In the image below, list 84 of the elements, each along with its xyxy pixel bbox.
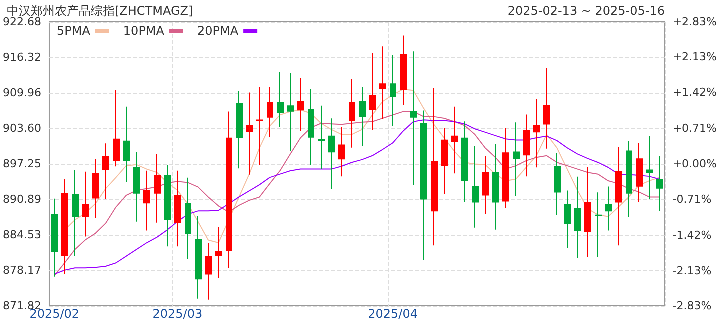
candlestick [543, 68, 550, 150]
legend-label: 20PMA [197, 24, 240, 38]
candlestick [492, 144, 499, 230]
candlestick [359, 86, 366, 147]
candlestick [318, 105, 325, 170]
candlestick [51, 198, 58, 278]
candlestick [154, 154, 161, 224]
candlestick [369, 53, 376, 131]
candlestick [482, 156, 489, 215]
candlestick [461, 121, 468, 203]
candlestick [656, 156, 663, 212]
y-tick-label: 884.53 [2, 228, 42, 242]
candlestick [185, 177, 191, 260]
candlestick [328, 118, 335, 190]
candlestick [277, 72, 284, 128]
y-tick-label: 903.60 [2, 122, 42, 136]
candlestick [379, 46, 386, 120]
candlestick [523, 114, 530, 178]
candlestick [646, 136, 653, 200]
candlestick [195, 216, 202, 300]
candlestick [584, 166, 591, 258]
y2-tick-label: +0.00% [672, 158, 718, 170]
candlestick [513, 122, 520, 197]
y2-tick-label: +1.42% [672, 86, 718, 100]
candlestick [287, 72, 294, 152]
candlestick [246, 92, 253, 176]
y2-tick-label: -2.83% [672, 300, 712, 312]
candlestick [420, 110, 427, 261]
y-tick-label: 909.96 [2, 86, 42, 100]
candlestick [472, 146, 479, 228]
candlestick [533, 98, 540, 168]
candlestick [451, 106, 458, 174]
candlestick [164, 164, 171, 248]
candlestick [605, 186, 612, 232]
candlestick [554, 152, 561, 216]
candlestick [61, 178, 68, 276]
candlestick [236, 90, 243, 170]
candlestick [72, 170, 79, 257]
candlestick [256, 86, 263, 166]
candlestick [564, 190, 571, 250]
candlestick [400, 35, 407, 106]
candlestick [502, 128, 509, 209]
candlestick [297, 78, 304, 132]
x-tick-label: 2025/04 [368, 307, 418, 320]
candlestick [636, 142, 643, 203]
y2-tick-label: -2.13% [672, 264, 712, 278]
candlestick [92, 158, 99, 218]
candlestick [349, 78, 355, 148]
chart-title: 中汉郑州农产品综指[ZHCTMAGZ] [7, 4, 194, 18]
candlestick [308, 88, 314, 166]
y-tick-label: 890.89 [2, 193, 42, 206]
candlestick [267, 86, 273, 138]
candlestick [82, 171, 89, 238]
candlestick [133, 152, 140, 222]
y-tick-label: 916.32 [2, 51, 42, 64]
candlestick [410, 51, 417, 186]
legend-label: 10PMA [123, 24, 166, 38]
candlestick [226, 111, 232, 269]
y-tick-label: 878.17 [2, 264, 42, 278]
candlestick [143, 170, 150, 232]
candlestick [441, 128, 448, 195]
candlestick [113, 90, 120, 168]
candlestick [338, 127, 345, 178]
y2-tick-label: +2.83% [672, 16, 718, 28]
candlestick [390, 55, 396, 127]
chart-subtitle: 2025-02-13 ~ 2025-05-16 [508, 4, 666, 18]
candlestick [431, 88, 438, 246]
y2-tick-label: -1.42% [672, 228, 712, 242]
candlestick [123, 106, 130, 183]
candlestick [102, 143, 109, 200]
candlestick [595, 192, 602, 258]
candlestick [215, 226, 222, 279]
candlestick [615, 146, 622, 246]
candlestick [626, 140, 632, 218]
x-tick-label: 2025/03 [152, 307, 203, 320]
y2-tick-label: +2.13% [672, 50, 718, 64]
y2-tick-label: -0.71% [672, 193, 712, 206]
candlestick [205, 242, 212, 300]
candlestick [574, 176, 581, 259]
y-tick-label: 897.25 [2, 158, 42, 170]
y-tick-label: 922.68 [2, 16, 42, 28]
legend-label: 5PMA [56, 24, 92, 38]
y2-tick-label: +0.71% [672, 122, 718, 135]
candlestick [174, 170, 181, 248]
